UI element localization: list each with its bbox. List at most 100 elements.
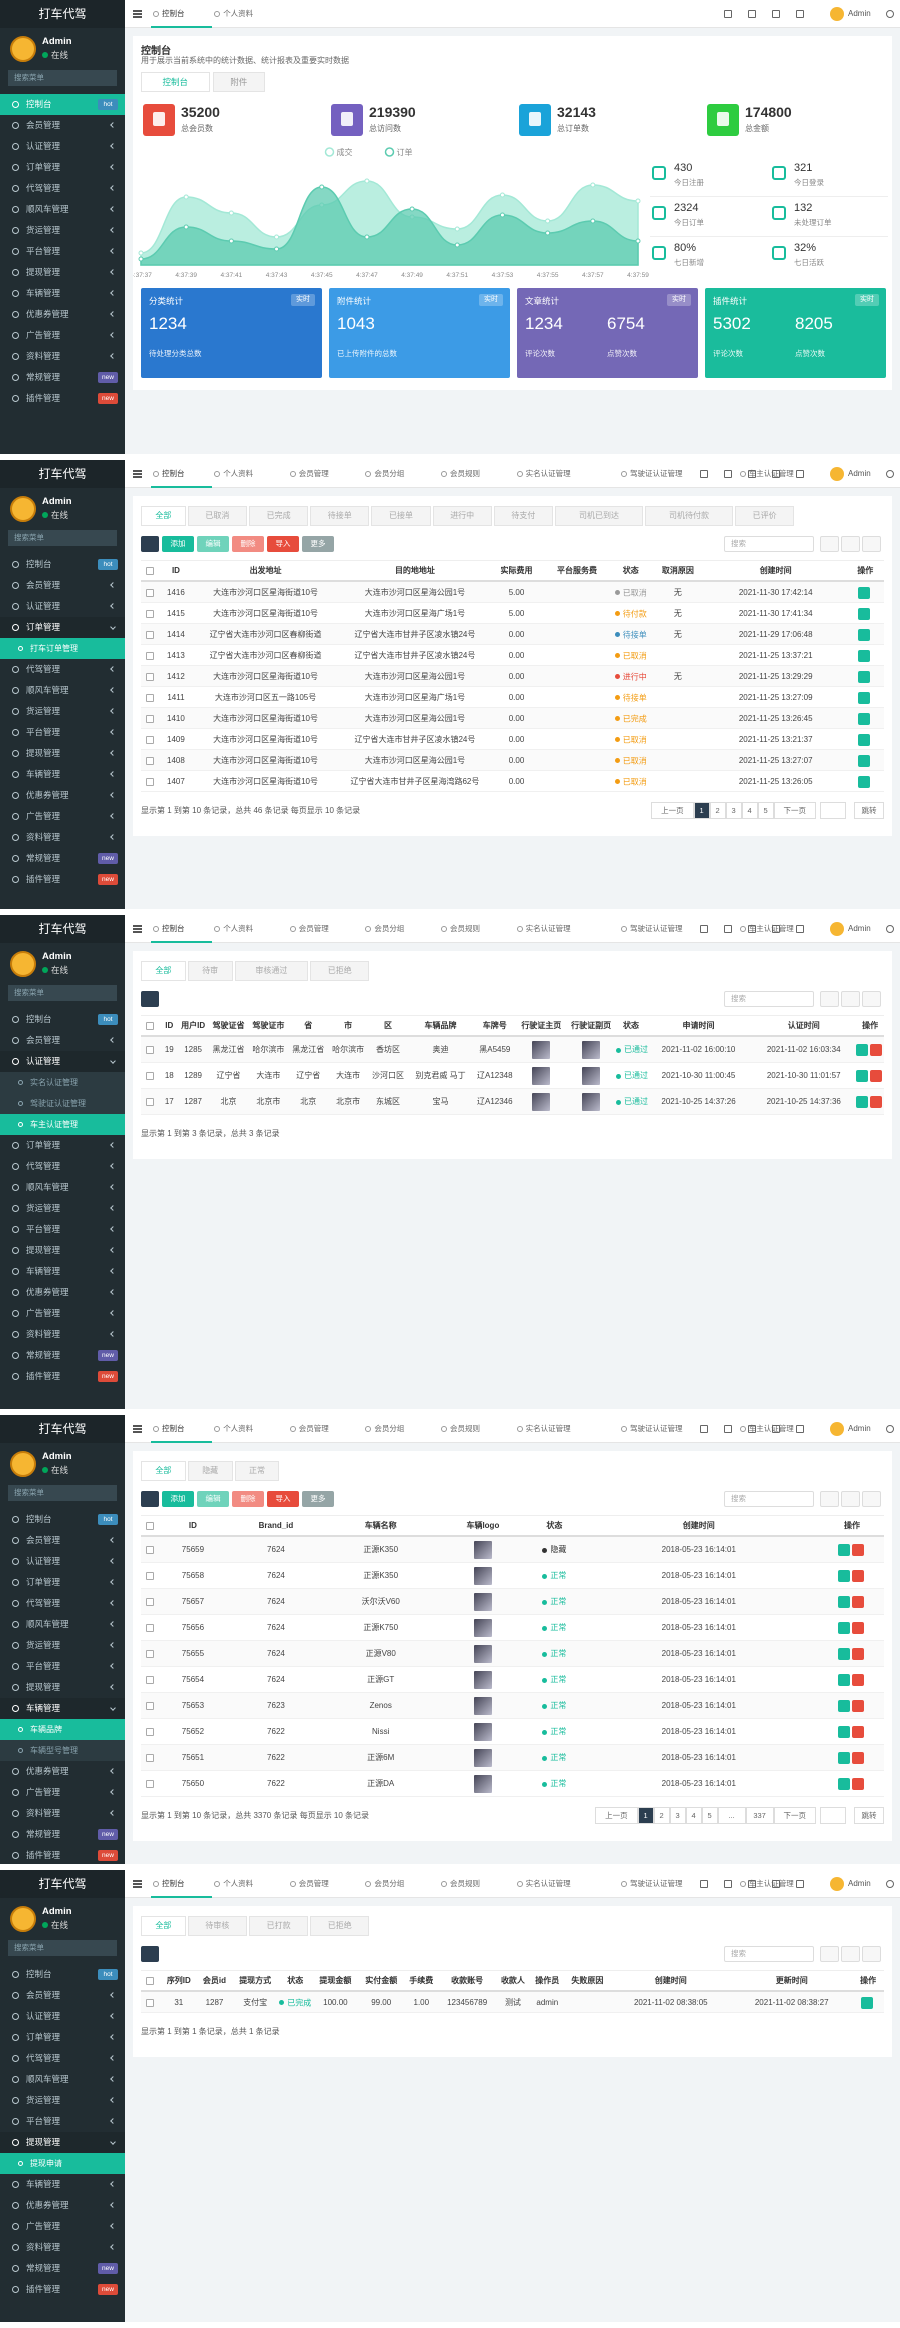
pager-item[interactable]: 1 [693, 802, 710, 819]
menu-item[interactable]: 车辆管理 [0, 1261, 125, 1282]
checkbox[interactable] [146, 1702, 154, 1710]
nav-icon[interactable] [700, 1425, 708, 1433]
nav-icon[interactable] [772, 1425, 780, 1433]
menu-item[interactable]: 车辆管理 [0, 764, 125, 785]
checkbox[interactable] [146, 1676, 154, 1684]
submenu-item[interactable]: 提现申请 [0, 2153, 125, 2174]
checkbox[interactable] [146, 609, 154, 618]
tab[interactable]: 正常 [234, 1461, 280, 1481]
menu-item[interactable]: 优惠券管理 [0, 304, 125, 325]
submenu-item[interactable]: 车辆品牌 [0, 1719, 125, 1740]
nav-tab[interactable]: 个人资料 [212, 1415, 288, 1443]
pager-item[interactable]: 上一页 [651, 802, 694, 819]
menu-item[interactable]: 控制台 hot [0, 554, 125, 575]
tool-button[interactable] [862, 536, 881, 552]
menu-item[interactable]: 控制台 hot [0, 1964, 125, 1985]
tool-button[interactable] [841, 991, 860, 1007]
tab[interactable]: 已完成 [249, 506, 309, 526]
menu-item[interactable]: 广告管理 [0, 1782, 125, 1803]
refresh-button[interactable] [141, 1491, 159, 1507]
nav-tab[interactable]: 个人资料 [212, 0, 288, 28]
menu-item[interactable]: 会员管理 [0, 1985, 125, 2006]
menu-item[interactable]: 顺风车管理 [0, 2069, 125, 2090]
tab[interactable]: 待支付 [493, 506, 553, 526]
nav-icon[interactable] [772, 470, 780, 478]
nav-icon[interactable] [724, 1425, 732, 1433]
pager-item[interactable]: 5 [701, 1807, 718, 1824]
menu-item[interactable]: 订单管理 [0, 157, 125, 178]
checkbox[interactable] [146, 1998, 154, 2007]
tool-button[interactable] [862, 1946, 881, 1962]
tab[interactable]: 全部 [141, 1461, 186, 1481]
menu-item[interactable]: 代驾管理 [0, 1156, 125, 1177]
menu-item[interactable]: 车辆管理 [0, 283, 125, 304]
menu-item[interactable]: 认证管理 [0, 596, 125, 617]
nav-tab[interactable]: 控制台 [151, 0, 213, 28]
menu-item[interactable]: 优惠券管理 [0, 2195, 125, 2216]
action-button[interactable] [852, 1596, 865, 1608]
action-button[interactable] [852, 1700, 865, 1712]
menu-item[interactable]: 插件管理 new [0, 2279, 125, 2300]
tab[interactable]: 已评价 [735, 506, 795, 526]
nav-icon[interactable] [724, 1880, 732, 1888]
pager-item[interactable]: 2 [709, 802, 726, 819]
menu-item[interactable]: 优惠券管理 [0, 1761, 125, 1782]
nav-icon[interactable] [700, 925, 708, 933]
menu-item[interactable]: 货运管理 [0, 220, 125, 241]
menu-item[interactable]: 提现管理 [0, 262, 125, 283]
toolbar-button[interactable]: 编辑 [197, 1491, 229, 1507]
search-input[interactable]: 搜索 [724, 536, 814, 552]
pager-item[interactable]: 下一页 [773, 802, 816, 819]
toolbar-button[interactable]: 导入 [267, 536, 299, 552]
nav-tab[interactable]: 车主认证管理 [738, 460, 842, 488]
pager-item[interactable]: 5 [757, 802, 774, 819]
menu-item[interactable]: 广告管理 [0, 806, 125, 827]
tab[interactable]: 待审核 [187, 1916, 247, 1936]
checkbox[interactable] [146, 735, 154, 744]
nav-icon[interactable] [748, 925, 756, 933]
pager-item[interactable]: 下一页 [773, 1807, 816, 1824]
action-button[interactable] [858, 649, 871, 662]
action-button[interactable] [852, 1674, 865, 1686]
tool-button[interactable] [820, 991, 839, 1007]
search-input[interactable]: 搜索 [724, 991, 814, 1007]
action-button[interactable] [870, 1070, 883, 1082]
nav-tab[interactable]: 会员管理 [288, 915, 364, 943]
nav-tab[interactable]: 车主认证管理 [738, 1415, 842, 1443]
action-button[interactable] [838, 1596, 851, 1608]
menu-item[interactable]: 订单管理 [0, 2027, 125, 2048]
menu-item[interactable]: 优惠券管理 [0, 785, 125, 806]
nav-tab[interactable]: 会员规则 [439, 460, 515, 488]
menu-item[interactable]: 广告管理 [0, 325, 125, 346]
menu-item[interactable]: 平台管理 [0, 1656, 125, 1677]
nav-tab[interactable]: 控制台 [151, 1870, 213, 1898]
menu-item[interactable]: 常规管理 new [0, 2258, 125, 2279]
tab[interactable]: 附件 [212, 72, 265, 92]
tab[interactable]: 司机待付款 [645, 506, 733, 526]
nav-tab[interactable]: 控制台 [151, 915, 213, 943]
toolbar-button[interactable]: 导入 [267, 1491, 299, 1507]
pager-item[interactable]: 4 [741, 802, 758, 819]
tab[interactable]: 已接单 [371, 506, 431, 526]
nav-icon[interactable] [724, 925, 732, 933]
checkbox[interactable] [146, 1046, 154, 1054]
tool-button[interactable] [820, 1491, 839, 1507]
menu-item[interactable]: 会员管理 [0, 575, 125, 596]
nav-tab[interactable]: 会员分组 [363, 915, 439, 943]
menu-item[interactable]: 资料管理 [0, 346, 125, 367]
action-button[interactable] [838, 1726, 851, 1738]
toolbar-button[interactable]: 删除 [232, 536, 264, 552]
menu-item[interactable]: 插件管理 new [0, 1366, 125, 1387]
pager-item[interactable]: ... [717, 1807, 746, 1824]
nav-tab[interactable]: 实名认证管理 [515, 1415, 619, 1443]
nav-tab[interactable]: 实名认证管理 [515, 460, 619, 488]
nav-icon[interactable] [772, 925, 780, 933]
menu-item[interactable]: 提现管理 [0, 1240, 125, 1261]
nav-icon[interactable] [700, 470, 708, 478]
nav-settings[interactable] [886, 1880, 894, 1888]
action-button[interactable] [858, 733, 871, 746]
menu-item[interactable]: 代驾管理 [0, 2048, 125, 2069]
action-button[interactable] [838, 1648, 851, 1660]
nav-tab[interactable]: 会员管理 [288, 1870, 364, 1898]
action-button[interactable] [870, 1096, 883, 1108]
